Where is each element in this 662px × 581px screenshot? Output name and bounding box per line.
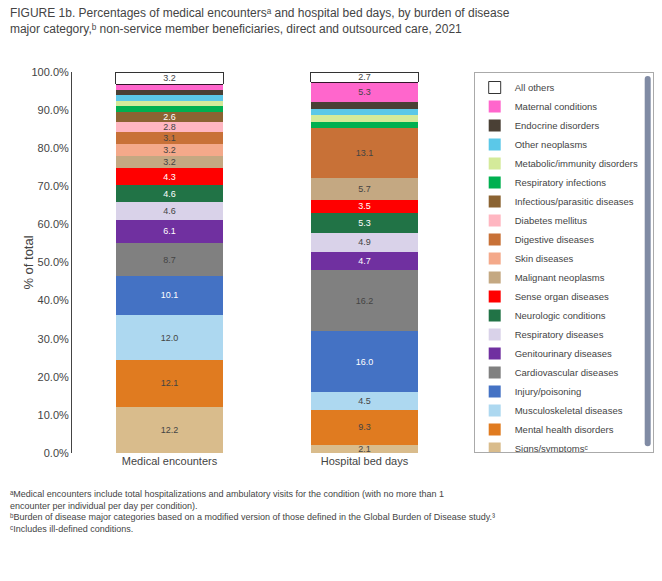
svg-text:Skin diseases: Skin diseases xyxy=(515,253,574,264)
svg-text:ᵃMedical encounters include to: ᵃMedical encounters include total hospit… xyxy=(10,489,495,534)
svg-text:2.8: 2.8 xyxy=(163,122,176,132)
svg-text:Musculoskeletal diseases: Musculoskeletal diseases xyxy=(515,405,623,416)
svg-text:Digestive diseases: Digestive diseases xyxy=(515,234,594,245)
svg-text:10.0%: 10.0% xyxy=(38,409,69,421)
svg-text:Maternal conditions: Maternal conditions xyxy=(515,101,598,112)
svg-text:8.7: 8.7 xyxy=(163,255,176,265)
svg-text:10.1: 10.1 xyxy=(161,290,179,300)
svg-text:4.6: 4.6 xyxy=(163,189,176,199)
svg-text:All others: All others xyxy=(515,82,555,93)
svg-text:Endocrine disorders: Endocrine disorders xyxy=(515,120,600,131)
svg-text:Neurologic conditions: Neurologic conditions xyxy=(515,310,606,321)
svg-text:12.1: 12.1 xyxy=(161,378,179,388)
svg-text:Sense organ diseases: Sense organ diseases xyxy=(515,291,609,302)
svg-text:Mental health disorders: Mental health disorders xyxy=(515,424,614,435)
svg-text:5.3: 5.3 xyxy=(358,87,371,97)
svg-text:3.2: 3.2 xyxy=(163,157,176,167)
svg-text:50.0%: 50.0% xyxy=(38,256,69,268)
svg-text:Respiratory infections: Respiratory infections xyxy=(515,177,607,188)
svg-text:Cardiovascular diseases: Cardiovascular diseases xyxy=(515,367,619,378)
svg-text:0.0%: 0.0% xyxy=(44,447,69,459)
svg-text:% of total: % of total xyxy=(21,235,36,289)
svg-text:3.1: 3.1 xyxy=(163,133,176,143)
svg-text:5.7: 5.7 xyxy=(358,184,371,194)
svg-text:Infectious/parasitic diseases: Infectious/parasitic diseases xyxy=(515,196,634,207)
svg-text:90.0%: 90.0% xyxy=(38,104,69,116)
svg-text:6.1: 6.1 xyxy=(163,226,176,236)
svg-text:4.9: 4.9 xyxy=(358,237,371,247)
svg-text:80.0%: 80.0% xyxy=(38,142,69,154)
svg-text:60.0%: 60.0% xyxy=(38,218,69,230)
svg-text:Malignant neoplasms: Malignant neoplasms xyxy=(515,272,605,283)
svg-text:2.7: 2.7 xyxy=(358,72,371,82)
svg-text:100.0%: 100.0% xyxy=(31,66,69,78)
svg-text:16.0: 16.0 xyxy=(356,357,374,367)
svg-text:Respiratory diseases: Respiratory diseases xyxy=(515,329,604,340)
svg-text:Metabolic/immunity disorders: Metabolic/immunity disorders xyxy=(515,158,638,169)
svg-text:40.0%: 40.0% xyxy=(38,294,69,306)
svg-text:Hospital bed days: Hospital bed days xyxy=(321,455,409,467)
svg-text:3.2: 3.2 xyxy=(163,145,176,155)
svg-text:13.1: 13.1 xyxy=(356,148,374,158)
svg-text:16.2: 16.2 xyxy=(356,296,374,306)
svg-text:12.0: 12.0 xyxy=(161,333,179,343)
svg-text:Other neoplasms: Other neoplasms xyxy=(515,139,588,150)
svg-text:3.2: 3.2 xyxy=(163,73,176,83)
svg-text:2.1: 2.1 xyxy=(358,444,371,454)
svg-text:4.5: 4.5 xyxy=(358,396,371,406)
svg-text:12.2: 12.2 xyxy=(161,425,179,435)
svg-text:5.3: 5.3 xyxy=(358,218,371,228)
svg-text:Genitourinary diseases: Genitourinary diseases xyxy=(515,348,612,359)
svg-text:2.6: 2.6 xyxy=(163,112,176,122)
svg-text:Injury/poisoning: Injury/poisoning xyxy=(515,386,582,397)
svg-text:9.3: 9.3 xyxy=(358,422,371,432)
svg-text:70.0%: 70.0% xyxy=(38,180,69,192)
svg-text:Signs/symptomsᶜ: Signs/symptomsᶜ xyxy=(515,443,589,452)
svg-text:3.5: 3.5 xyxy=(358,201,371,211)
svg-text:FIGURE 1b. Percentages of medi: FIGURE 1b. Percentages of medical encoun… xyxy=(10,6,510,36)
svg-text:30.0%: 30.0% xyxy=(38,333,69,345)
svg-text:20.0%: 20.0% xyxy=(38,371,69,383)
svg-text:4.6: 4.6 xyxy=(163,206,176,216)
svg-text:Diabetes mellitus: Diabetes mellitus xyxy=(515,215,588,226)
svg-text:4.3: 4.3 xyxy=(163,172,176,182)
svg-text:Medical encounters: Medical encounters xyxy=(122,455,218,467)
svg-text:4.7: 4.7 xyxy=(358,256,371,266)
